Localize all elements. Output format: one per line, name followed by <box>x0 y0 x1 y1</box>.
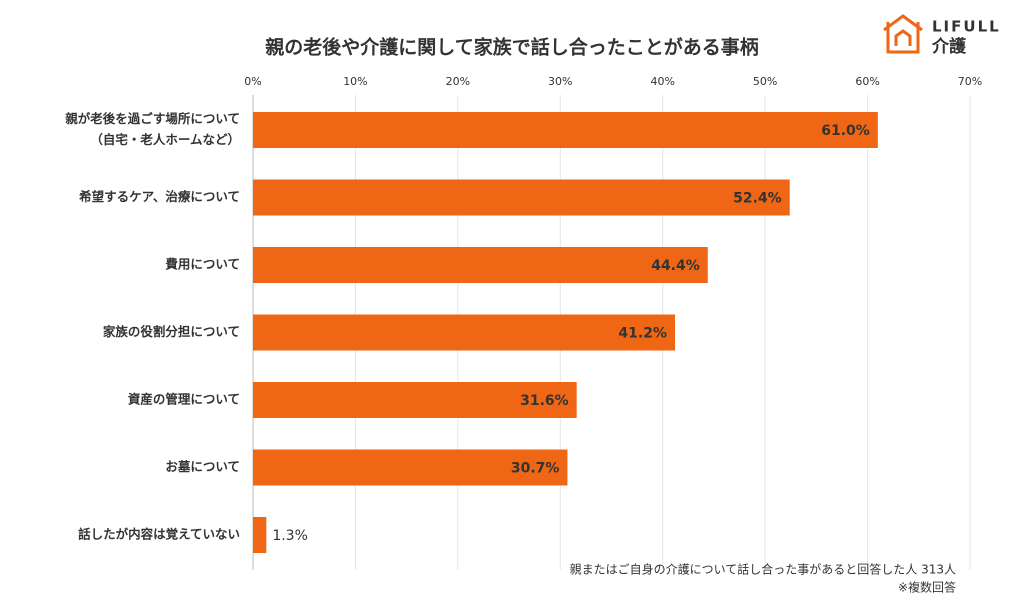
value-label: 61.0% <box>821 123 870 139</box>
x-tick-label: 20% <box>446 75 470 88</box>
chart-title: 親の老後や介護に関して家族で話し合ったことがある事柄 <box>265 36 758 59</box>
y-tick-label: 話したが内容は覚えていない <box>78 527 240 542</box>
y-tick-label: お墓について <box>165 459 240 474</box>
value-label: 30.7% <box>511 461 560 477</box>
x-tick-label: 50% <box>753 75 777 88</box>
value-label: 41.2% <box>618 326 667 342</box>
logo-icon <box>883 14 923 54</box>
value-label: 1.3% <box>272 528 308 544</box>
bar <box>253 314 676 351</box>
y-tick-label: 費用について <box>165 257 240 272</box>
logo: LIFULL 介護 <box>883 14 1001 57</box>
footnote: 親またはご自身の介護について話し合った事があると回答した人 313人 <box>570 562 956 577</box>
y-tick-label: 希望するケア、治療について <box>78 189 240 204</box>
logo-service: 介護 <box>931 36 967 57</box>
x-tick-label: 0% <box>244 75 261 88</box>
x-tick-label: 60% <box>855 75 879 88</box>
bar <box>253 112 878 148</box>
y-tick-label: 親が老後を過ごす場所について <box>65 111 240 126</box>
bar <box>253 382 577 418</box>
value-label: 52.4% <box>733 191 782 207</box>
plot: 0% 10% 20% 30% 40% 50% 60% 70% 親が老後を過ごす場所について （自宅… <box>65 75 982 595</box>
bar <box>253 179 790 216</box>
x-tick-label: 10% <box>343 75 367 88</box>
x-tick-label: 30% <box>548 75 572 88</box>
y-tick-label: 家族の役割分担について <box>103 324 240 339</box>
value-label: 31.6% <box>520 393 569 409</box>
bar <box>253 247 708 283</box>
x-tick-label: 40% <box>650 75 674 88</box>
footnote: ※複数回答 <box>898 580 956 595</box>
bar <box>253 517 267 553</box>
y-tick-label: 資産の管理について <box>128 392 240 407</box>
value-label: 44.4% <box>651 258 700 274</box>
x-tick-label: 70% <box>958 75 982 88</box>
bar <box>253 449 568 486</box>
y-tick-label: （自宅・老人ホームなど） <box>90 132 240 147</box>
logo-icon-inner <box>894 29 912 46</box>
logo-brand: LIFULL <box>932 18 1001 36</box>
